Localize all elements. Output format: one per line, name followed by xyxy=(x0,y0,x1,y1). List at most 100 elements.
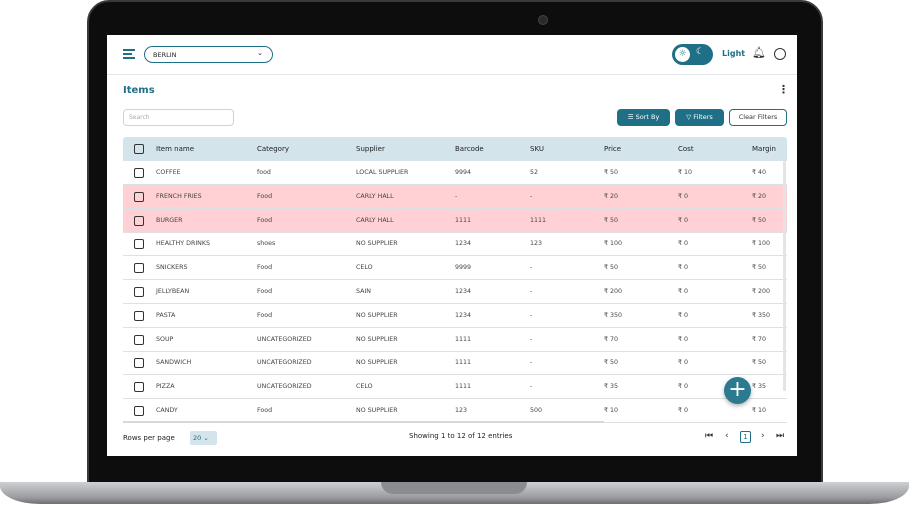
vertical-scrollbar[interactable] xyxy=(783,161,786,391)
more-options-icon[interactable]: ⋮ xyxy=(778,83,789,96)
cell-margin: ₹ 200 xyxy=(752,288,771,295)
search-input[interactable]: Search xyxy=(123,109,234,126)
menu-icon[interactable] xyxy=(123,49,135,59)
cell-cost: ₹ 0 xyxy=(678,240,689,248)
column-header-supplier[interactable]: Supplier xyxy=(356,145,385,153)
filter-icon: ▽ xyxy=(686,113,694,121)
table-row[interactable]: HEALTHY DRINKS shoes NO SUPPLIER 1234 123 ₹ 1… xyxy=(123,232,787,257)
column-header-cost[interactable]: Cost xyxy=(678,145,694,153)
notification-bell-icon[interactable]: 🔔︎ xyxy=(752,46,766,59)
cell-category: shoes xyxy=(257,240,276,248)
cell-barcode: 9999 xyxy=(455,264,472,272)
table-row[interactable]: CANDY Food NO SUPPLIER 123 500 ₹ 10 ₹ 0 ₹ 10 xyxy=(123,399,787,423)
last-page-icon[interactable]: ⏭︎ xyxy=(776,431,785,441)
cell-margin: ₹ 50 xyxy=(752,216,767,224)
cell-cost: ₹ 0 xyxy=(678,192,689,200)
cell-sku: 1111 xyxy=(530,216,547,224)
cell-margin: ₹ 40 xyxy=(752,169,767,176)
cell-barcode: 1234 xyxy=(455,288,472,295)
cell-margin: ₹ 50 xyxy=(752,359,767,367)
table-row[interactable]: PIZZA UNCATEGORIZED CELO 1111 - ₹ 35 ₹ 0 ₹ 35 xyxy=(123,375,787,400)
cell-cost: ₹ 0 xyxy=(678,264,689,272)
first-page-icon[interactable]: ⏮︎ xyxy=(705,431,714,441)
sort-by-button[interactable]: ☰ Sort By xyxy=(617,109,670,126)
cell-item-name: BURGER xyxy=(156,216,183,224)
column-header-sku[interactable]: SKU xyxy=(530,145,544,153)
theme-toggle[interactable]: ☼ ☾ xyxy=(672,44,713,65)
next-page-icon[interactable]: › xyxy=(761,431,765,441)
cell-item-name: FRENCH FRIES xyxy=(156,192,202,200)
entries-summary: Showing 1 to 12 of 12 entries xyxy=(409,432,513,440)
column-header-item-name[interactable]: Item name xyxy=(156,145,195,153)
location-select[interactable]: BERLIN ⌄ xyxy=(144,46,273,63)
table-row[interactable]: JELLYBEAN Food SAIN 1234 - ₹ 200 ₹ 0 ₹ 200 xyxy=(123,280,787,304)
cell-price: ₹ 70 xyxy=(604,335,619,343)
previous-page-icon[interactable]: ‹ xyxy=(725,431,729,441)
cell-supplier: CARLY HALL xyxy=(356,216,394,224)
cell-sku: 500 xyxy=(530,407,543,414)
cell-price: ₹ 50 xyxy=(604,264,619,272)
row-checkbox[interactable] xyxy=(134,310,144,321)
cell-supplier: CARLY HALL xyxy=(356,192,394,200)
cell-barcode: 9994 xyxy=(455,169,472,176)
row-checkbox[interactable] xyxy=(134,358,144,369)
cell-category: Food xyxy=(257,288,273,295)
current-page-button[interactable]: 1 xyxy=(740,431,751,443)
row-checkbox[interactable] xyxy=(134,168,144,178)
cell-category: Food xyxy=(257,311,273,319)
row-checkbox[interactable] xyxy=(134,263,144,274)
column-header-category[interactable]: Category xyxy=(257,145,289,153)
cell-margin: ₹ 350 xyxy=(752,311,771,319)
row-checkbox[interactable] xyxy=(134,334,144,345)
sun-icon: ☼ xyxy=(675,47,690,62)
cell-barcode: 1111 xyxy=(455,383,472,391)
select-all-checkbox[interactable] xyxy=(134,144,144,154)
laptop-notch xyxy=(381,482,527,494)
add-item-button[interactable]: + xyxy=(724,377,751,404)
cell-item-name: JELLYBEAN xyxy=(156,288,190,295)
row-checkbox[interactable] xyxy=(134,215,144,226)
filters-label: Filters xyxy=(693,113,713,121)
cell-sku: 123 xyxy=(530,240,543,248)
cell-sku: 52 xyxy=(530,169,539,176)
row-checkbox[interactable] xyxy=(134,239,144,250)
column-header-price[interactable]: Price xyxy=(604,145,622,153)
table-row[interactable]: COFFEE food LOCAL SUPPLIER 9994 52 ₹ 50 ₹ 10 ₹ … xyxy=(123,161,787,185)
cell-supplier: CELO xyxy=(356,264,373,272)
rows-per-page-label: Rows per page xyxy=(123,434,175,442)
user-account-icon[interactable] xyxy=(774,48,786,60)
theme-label: Light xyxy=(722,49,746,58)
table-row[interactable]: SANDWICH UNCATEGORIZED NO SUPPLIER 1111 - ₹ 5… xyxy=(123,351,787,376)
cell-supplier: LOCAL SUPPLIER xyxy=(356,169,409,176)
row-checkbox[interactable] xyxy=(134,382,144,393)
rows-per-page-select[interactable]: 20 ⌄ xyxy=(190,431,217,445)
row-checkbox[interactable] xyxy=(134,191,144,202)
clear-filters-button[interactable]: Clear Filters xyxy=(729,109,787,126)
cell-price: ₹ 50 xyxy=(604,216,619,224)
cell-sku: - xyxy=(530,264,533,272)
cell-sku: - xyxy=(530,383,533,391)
column-header-margin[interactable]: Margin xyxy=(752,145,776,153)
row-checkbox[interactable] xyxy=(134,406,144,416)
cell-supplier: NO SUPPLIER xyxy=(356,311,398,319)
cell-sku: - xyxy=(530,311,533,319)
table-row[interactable]: PASTA Food NO SUPPLIER 1234 - ₹ 350 ₹ 0 ₹ 350 xyxy=(123,304,787,328)
table-row[interactable]: SNICKERS Food CELO 9999 - ₹ 50 ₹ 0 ₹ 50 xyxy=(123,256,787,281)
cell-margin: ₹ 20 xyxy=(752,192,767,200)
table-row[interactable]: FRENCH FRIES Food CARLY HALL - - ₹ 20 ₹ 0 ₹ 20 xyxy=(123,184,787,209)
cell-margin: ₹ 35 xyxy=(752,383,767,391)
sort-by-label: Sort By xyxy=(635,113,660,121)
cell-supplier: NO SUPPLIER xyxy=(356,407,398,414)
cell-cost: ₹ 0 xyxy=(678,216,689,224)
row-checkbox[interactable] xyxy=(134,287,144,297)
filters-button[interactable]: ▽ Filters xyxy=(675,109,724,126)
webcam xyxy=(538,15,548,25)
column-header-barcode[interactable]: Barcode xyxy=(455,145,484,153)
table-row[interactable]: SOUP UNCATEGORIZED NO SUPPLIER 1111 - ₹ 70 ₹ 0… xyxy=(123,328,787,352)
moon-icon: ☾ xyxy=(696,47,705,57)
horizontal-scrollbar[interactable] xyxy=(123,421,604,423)
table-row[interactable]: BURGER Food CARLY HALL 1111 1111 ₹ 50 ₹ 0 ₹ 50 xyxy=(123,208,787,233)
cell-item-name: HEALTHY DRINKS xyxy=(156,240,211,248)
cell-category: UNCATEGORIZED xyxy=(257,359,312,367)
cell-category: Food xyxy=(257,264,273,272)
